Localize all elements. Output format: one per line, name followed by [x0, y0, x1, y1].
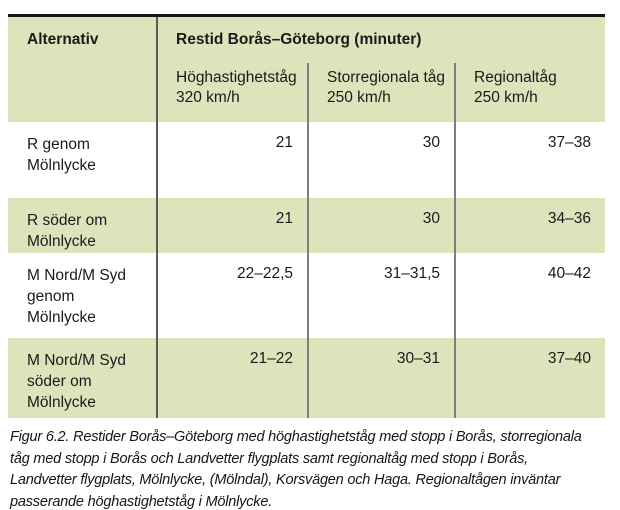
- caption-line: Landvetter flygplats, Mölnlycke, (Mölnda…: [10, 472, 561, 489]
- cell-value: 22–22,5: [156, 253, 308, 338]
- cell-value: 37–38: [453, 122, 606, 198]
- table-subheader-row: Höghastighetståg 320 km/h Storregionala …: [8, 63, 606, 122]
- table-header-row: Alternativ Restid Borås–Göteborg (minute…: [8, 15, 606, 122]
- cell-value: 21: [156, 122, 308, 198]
- cell-value: 30: [307, 122, 455, 198]
- travel-time-table: Alternativ Restid Borås–Göteborg (minute…: [8, 14, 606, 418]
- cell-value: 37–40: [453, 338, 606, 418]
- subheader-line: 320 km/h: [176, 89, 240, 106]
- subheader-line: 250 km/h: [474, 89, 538, 106]
- subheader-line: Storregionala tåg: [327, 69, 446, 86]
- caption-line: passerande höghastighetståg i Mölnlycke.: [10, 493, 273, 510]
- table-row: M Nord/M Syd genom Mölnlycke 22–22,5 31–…: [8, 253, 606, 338]
- table-row: R genom Mölnlycke 21 30 37–38: [8, 122, 606, 198]
- header-restid: Restid Borås–Göteborg (minuter): [155, 15, 606, 63]
- subheader-line: Regionaltåg: [474, 69, 557, 86]
- header-alternativ: Alternativ: [8, 15, 157, 122]
- row-label-line: R söder om: [27, 212, 108, 229]
- row-label-line: Mölnlycke: [27, 233, 96, 250]
- row-label: R genom Mölnlycke: [8, 122, 157, 198]
- cell-value: 30: [307, 198, 455, 253]
- caption-line: Figur 6.2. Restider Borås–Göteborg med h…: [10, 429, 582, 445]
- cell-value: 21: [156, 198, 308, 253]
- row-label: M Nord/M Syd söder om Mölnlycke: [8, 338, 157, 418]
- table-row: R söder om Mölnlycke 21 30 34–36: [8, 198, 606, 253]
- cell-value: 21–22: [156, 338, 308, 418]
- subheader-line: 250 km/h: [327, 89, 391, 106]
- cell-value: 30–31: [307, 338, 455, 418]
- row-label-line: genom: [27, 288, 75, 305]
- subheader-hoghastighetstag: Höghastighetståg 320 km/h: [156, 63, 308, 122]
- row-label-line: Mölnlycke: [27, 309, 96, 326]
- cell-value: 40–42: [453, 253, 606, 338]
- row-label: M Nord/M Syd genom Mölnlycke: [8, 253, 157, 338]
- caption-line: tåg med stopp i Borås och Landvetter fly…: [10, 450, 528, 467]
- row-label-line: Mölnlycke: [27, 157, 96, 174]
- cell-value: 31–31,5: [307, 253, 455, 338]
- subheader-line: Höghastighetståg: [176, 69, 297, 86]
- subheader-storregionala: Storregionala tåg 250 km/h: [307, 63, 455, 122]
- figure-caption: Figur 6.2. Restider Borås–Göteborg med h…: [10, 427, 616, 510]
- row-label-line: M Nord/M Syd: [27, 267, 127, 284]
- row-label: R söder om Mölnlycke: [8, 198, 157, 253]
- row-label-line: söder om: [27, 373, 92, 390]
- row-label-line: M Nord/M Syd: [27, 352, 127, 369]
- cell-value: 34–36: [453, 198, 606, 253]
- subheader-regionaltag: Regionaltåg 250 km/h: [453, 63, 606, 122]
- row-label-line: Mölnlycke: [27, 394, 96, 411]
- table-row: M Nord/M Syd söder om Mölnlycke 21–22 30…: [8, 338, 606, 418]
- row-label-line: R genom: [27, 136, 90, 153]
